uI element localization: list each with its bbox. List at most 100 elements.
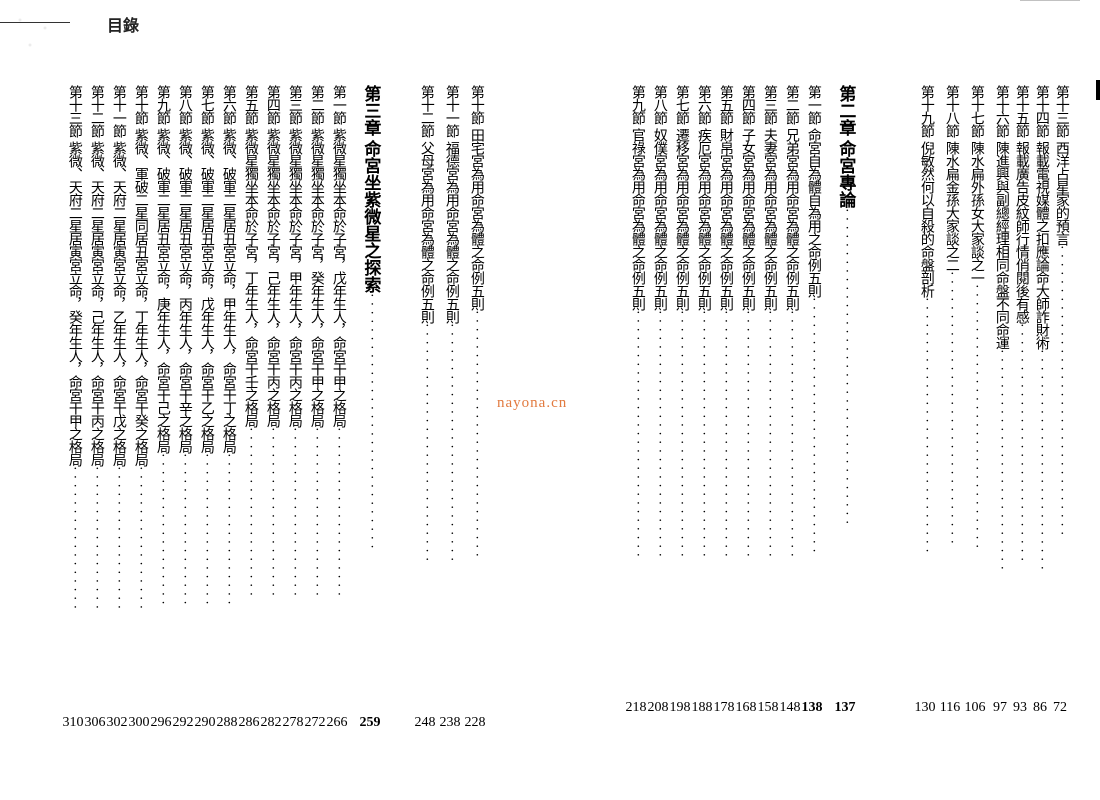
toc-entry-title: 兄弟宮為用命宮為體之命例五則 — [783, 128, 798, 310]
toc-entry-column: 第十八節陳水扁金孫大家談之二··························… — [938, 85, 963, 695]
toc-leader-dots: ·················· — [220, 453, 236, 691]
toc-leader-dots: ····························· — [761, 310, 777, 691]
toc-entry-column: 第三節夫妻宮為用命宮為體之命例五則·······················… — [756, 85, 781, 695]
toc-page-number: 238 — [436, 715, 464, 731]
toc-entry-title: 紫微、天府二星居寅宮立命，癸年生人，命宮干甲之格局 — [66, 141, 81, 466]
toc-section-number: 第十七節 — [968, 85, 983, 137]
toc-leader-dots: ···················· — [330, 427, 346, 691]
toc-entry-title: 紫微星獨坐本命於子宮，甲年生人，命宮干丙之格局 — [286, 128, 301, 427]
toc-section-number: 第三節 — [761, 85, 776, 124]
toc-section-number: 第十二節 — [88, 85, 103, 137]
toc-entry-title: 疾厄宮為用命宮為體之命例五則 — [695, 128, 710, 310]
toc-entry-title: 父母宮為用命宮為體之命例五則 — [418, 141, 433, 323]
toc-entry-title: 田宅宮為用命宮為體之命例五則 — [468, 128, 483, 310]
toc-section-number: 第十三節 — [1053, 85, 1068, 137]
toc-section-number: 第十三節 — [66, 85, 81, 137]
toc-entry-title: 紫微、破軍二星居丑宮立命，甲年生人，命宮干丁之格局 — [220, 128, 235, 453]
toc-page-number: 218 — [622, 700, 650, 716]
toc-section-number: 第十一節 — [110, 85, 125, 137]
toc-section-number: 第十節 — [132, 85, 147, 124]
toc-leader-dots: ················· — [88, 466, 104, 691]
toc-leader-dots: ····························· — [783, 310, 799, 691]
toc-leader-dots: ················· — [132, 466, 148, 691]
toc-entry-column: 第五節紫微星獨坐本命於子宮，丁年生人，命宮干壬之格局··············… — [237, 85, 262, 695]
toc-section-number: 第一節 — [805, 85, 820, 124]
toc-entry-title: 福德宮為用命宮為體之命例五則 — [443, 141, 458, 323]
toc-entry-title: 陳進興與副總經理相同命盤不同命運 — [993, 141, 1008, 349]
toc-leader-dots: ···················· — [308, 427, 324, 691]
toc-section-number: 第十二節 — [418, 85, 433, 137]
toc-leader-dots: ·················· — [198, 453, 214, 691]
toc-leader-dots: ······························ — [805, 297, 821, 691]
toc-page-number: 228 — [461, 715, 489, 731]
toc-leader-dots: ······························ — [918, 297, 934, 691]
toc-leader-dots: ···························· — [1013, 323, 1029, 691]
toc-page-number: 106 — [961, 700, 989, 716]
toc-leader-dots: ···························· — [443, 323, 459, 691]
toc-entry-title: 官祿宮為用命宮為體之命例五則 — [629, 128, 644, 310]
toc-section-number: 第四節 — [264, 85, 279, 124]
toc-leader-dots: ···················· — [242, 427, 258, 691]
toc-section-number: 第三節 — [286, 85, 301, 124]
toc-entry-title: 子女宮為用命宮為體之命例五則 — [739, 128, 754, 310]
toc-page-number: 137 — [831, 700, 859, 716]
toc-section-number: 第十一節 — [443, 85, 458, 137]
toc-entry-column: 第七節遷移宮為用命宮為體之命例五則·······················… — [668, 85, 693, 695]
toc-entry-title: 紫微星獨坐本命於子宮，癸年生人，命宮干甲之格局 — [308, 128, 323, 427]
toc-section-number: 第七節 — [673, 85, 688, 124]
toc-section-number: 第二節 — [783, 85, 798, 124]
toc-entry-column: 第十九節倪敏然何以自殺的命盤剖析························… — [913, 85, 938, 695]
toc-leader-dots: ································ — [943, 271, 959, 691]
corner-decoration-right — [1020, 0, 1080, 40]
toc-entry-column: 第九節官祿宮為用命宮為體之命例五則·······················… — [624, 85, 649, 695]
toc-leader-dots: ····························· — [468, 310, 484, 691]
toc-entry-title: 紫微星獨坐本命於子宮，戊年生人，命宮干甲之格局 — [330, 128, 345, 427]
toc-leader-dots: ····························· — [695, 310, 711, 691]
toc-leader-dots: ·················· — [154, 453, 170, 691]
toc-section-number: 第十六節 — [993, 85, 1008, 137]
toc-section-number: 第八節 — [651, 85, 666, 124]
toc-entry-title: 陳水扁金孫大家談之二 — [943, 141, 958, 271]
toc-entry-title: 奴僕宮為用命宮為體之命例五則 — [651, 128, 666, 310]
toc-leader-dots: ····························· — [629, 310, 645, 691]
toc-entry-column: 第六節疾厄宮為用命宮為體之命例五則·······················… — [690, 85, 715, 695]
toc-section-number: 第九節 — [629, 85, 644, 124]
toc-entry-title: 報載廣告皮紋師行情俏閱後有感 — [1013, 141, 1028, 323]
toc-section-number: 第十八節 — [943, 85, 958, 137]
toc-chapter-column: 第三章命宮坐紫微星之探索····························… — [358, 85, 383, 695]
toc-entry-title: 紫微、破軍二星居丑宮立命，戊年生人，命宮干乙之格局 — [198, 128, 213, 453]
toc-leader-dots: ·························· — [1033, 349, 1049, 691]
toc-entry-title: 西洋占星家的預言 — [1053, 141, 1068, 245]
toc-entry-column: 第十節田宅宮為用命宮為體之命例五則·······················… — [463, 85, 488, 695]
toc-leader-dots: ·································· — [1053, 245, 1069, 691]
toc-entry-column: 第八節紫微、破軍二星居丑宮立命，丙年生人，命宮干辛之格局············… — [171, 85, 196, 695]
toc-entry-column: 第五節財帛宮為用命宮為體之命例五則·······················… — [712, 85, 737, 695]
toc-section-number: 第十五節 — [1013, 85, 1028, 137]
toc-entry-column: 第十三節紫微、天府二星居寅宮立命，癸年生人，命宮干甲之格局···········… — [61, 85, 86, 695]
toc-entry-title: 紫微、天府二星居寅宮立命，己年生人，命宮干丙之格局 — [88, 141, 103, 466]
toc-entry-column: 第七節紫微、破軍二星居丑宮立命，戊年生人，命宮干乙之格局············… — [193, 85, 218, 695]
toc-entry-column: 第十二節紫微、天府二星居寅宮立命，己年生人，命宮干丙之格局···········… — [83, 85, 108, 695]
toc-entry-column: 第十一節紫微、天府二星居寅宮立命，乙年生人，命宮干戊之格局···········… — [105, 85, 130, 695]
toc-section-number: 第五節 — [717, 85, 732, 124]
toc-section-number: 第十四節 — [1033, 85, 1048, 137]
toc-entry-column: 第十二節父母宮為用命宮為體之命例五則······················… — [413, 85, 438, 695]
toc-entry-title: 命宮坐紫微星之探索 — [362, 140, 380, 293]
toc-entry-title: 夫妻宮為用命宮為體之命例五則 — [761, 128, 776, 310]
toc-page-number: 248 — [411, 715, 439, 731]
toc-section-number: 第四節 — [739, 85, 754, 124]
toc-entry-title: 紫微星獨坐本命於子宮，丁年生人，命宮干壬之格局 — [242, 128, 257, 427]
toc-page-number: 259 — [356, 715, 384, 731]
toc-entry-column: 第十一節福德宮為用命宮為體之命例五則······················… — [438, 85, 463, 695]
toc-leader-dots: ·················· — [176, 453, 192, 691]
toc-entry-column: 第八節奴僕宮為用命宮為體之命例五則·······················… — [646, 85, 671, 695]
toc-section-number: 第六節 — [220, 85, 235, 124]
toc-leader-dots: ····························· — [717, 310, 733, 691]
watermark-text: nayona.cn — [497, 395, 567, 412]
toc-section-number: 第七節 — [198, 85, 213, 124]
toc-entry-title: 紫微星獨坐本命於子宮，己年生人，命宮干丙之格局 — [264, 128, 279, 427]
toc-entry-column: 第一節紫微星獨坐本命於子宮，戊年生人，命宮干甲之格局··············… — [325, 85, 350, 695]
toc-section-number: 第十九節 — [918, 85, 933, 137]
toc-entry-column: 第十六節陳進興與副總經理相同命盤不同命運····················… — [988, 85, 1013, 695]
toc-entry-column: 第一節命宮自為體自為用之命例五則························… — [800, 85, 825, 695]
